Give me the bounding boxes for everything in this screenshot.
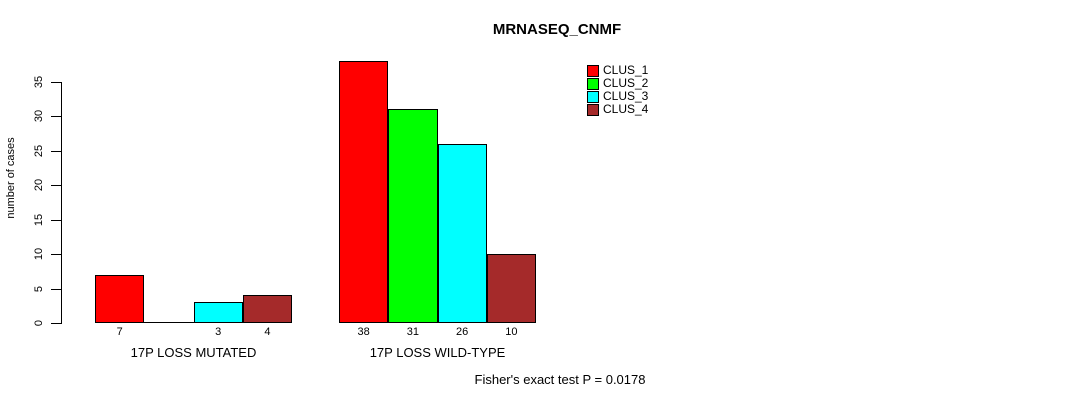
- bar-value-label: 10: [505, 326, 518, 338]
- chart-legend: CLUS_1 CLUS_2 CLUS_3 CLUS_4: [587, 64, 648, 116]
- bar-value-label: 31: [406, 326, 419, 338]
- y-tick: [51, 323, 61, 324]
- bar-value-label: 38: [357, 326, 370, 338]
- legend-label: CLUS_4: [603, 102, 649, 116]
- legend-item: CLUS_4: [587, 103, 648, 116]
- chart-bar: [339, 61, 389, 323]
- y-tick-label: 5: [33, 285, 45, 292]
- x-category-label: 17P LOSS WILD-TYPE: [369, 345, 506, 360]
- y-tick: [51, 81, 61, 83]
- y-tick: [51, 254, 61, 256]
- bar-value-label: 7: [116, 326, 123, 338]
- bar-value-label: 26: [456, 326, 469, 338]
- y-tick-label: 10: [33, 247, 45, 261]
- legend-item: CLUS_1: [587, 64, 648, 77]
- legend-label: CLUS_3: [603, 89, 649, 103]
- chart-bar: [95, 274, 145, 323]
- chart-bar: [193, 302, 243, 323]
- legend-label: CLUS_2: [603, 76, 649, 90]
- y-tick-label: 15: [33, 213, 45, 226]
- y-tick: [51, 288, 61, 290]
- legend-swatch: [587, 77, 599, 90]
- chart-title: MRNASEQ_CNMF: [492, 21, 622, 38]
- bar-value-label: 3: [215, 326, 222, 338]
- y-tick: [51, 150, 61, 152]
- y-tick-label: 30: [33, 110, 45, 123]
- legend-item: CLUS_3: [587, 90, 648, 103]
- legend-swatch: [587, 64, 599, 77]
- y-tick-label: 35: [33, 75, 45, 88]
- y-tick: [51, 219, 61, 221]
- chart-bar: [388, 109, 438, 323]
- y-tick-label: 25: [33, 144, 45, 157]
- chart-bar: [242, 295, 292, 323]
- y-tick: [51, 116, 61, 118]
- legend-swatch: [587, 90, 599, 103]
- bar-value-label: 4: [264, 326, 271, 338]
- y-tick-label: 20: [33, 178, 45, 192]
- chart-bar: [437, 143, 487, 323]
- y-axis-line: [61, 81, 62, 324]
- chart-bar: [486, 254, 536, 323]
- x-category-label: 17P LOSS MUTATED: [130, 345, 257, 360]
- legend-label: CLUS_1: [603, 63, 649, 77]
- chart-bar-zero: [144, 322, 194, 323]
- y-tick: [51, 185, 61, 187]
- y-axis-label: number of cases: [5, 137, 17, 219]
- legend-item: CLUS_2: [587, 77, 648, 90]
- fisher-test-annotation: Fisher's exact test P = 0.0178: [474, 372, 646, 387]
- legend-swatch: [587, 103, 599, 116]
- y-tick-label: 0: [33, 319, 45, 327]
